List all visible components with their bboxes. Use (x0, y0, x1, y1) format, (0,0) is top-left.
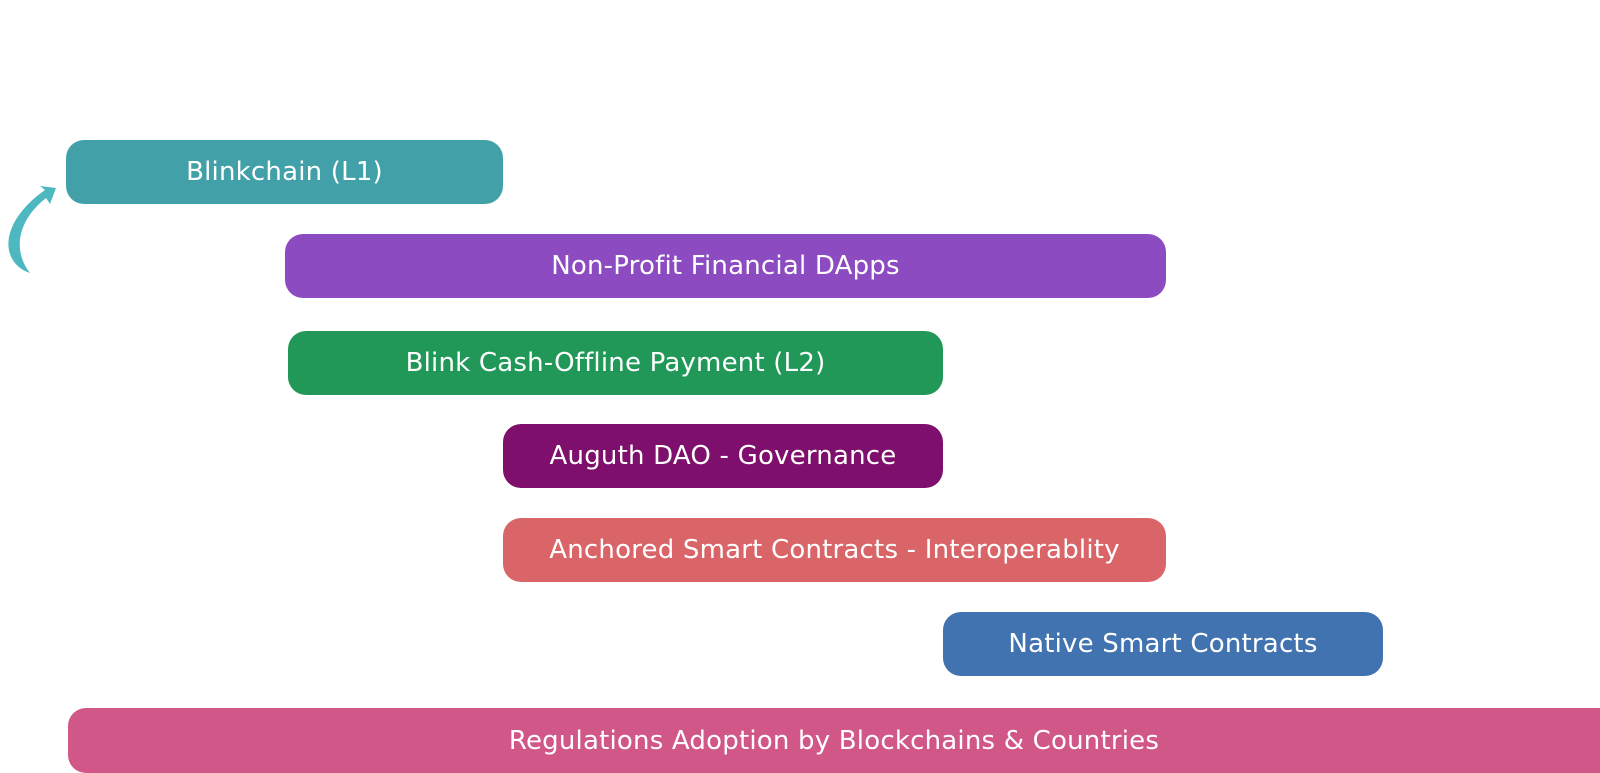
bar-non-profit-financial-dapps: Non-Profit Financial DApps (285, 234, 1166, 298)
bar-native-smart-contracts: Native Smart Contracts (943, 612, 1383, 676)
bar-regulations-adoption: Regulations Adoption by Blockchains & Co… (68, 708, 1600, 773)
bar-label: Anchored Smart Contracts - Interoperabli… (549, 535, 1120, 565)
bar-label: Auguth DAO - Governance (549, 441, 897, 471)
bar-auguth-dao-governance: Auguth DAO - Governance (503, 424, 943, 488)
bar-blink-cash-offline-payment: Blink Cash-Offline Payment (L2) (288, 331, 943, 395)
curved-arrow-icon (8, 186, 56, 273)
bar-label: Blinkchain (L1) (186, 157, 383, 187)
bar-label: Regulations Adoption by Blockchains & Co… (508, 725, 1160, 756)
bar-blinkchain-l1: Blinkchain (L1) (66, 140, 503, 204)
bar-label: Blink Cash-Offline Payment (L2) (405, 348, 826, 378)
bar-anchored-smart-contracts: Anchored Smart Contracts - Interoperabli… (503, 518, 1166, 582)
bar-label: Native Smart Contracts (1008, 629, 1318, 659)
bar-label: Non-Profit Financial DApps (551, 251, 900, 281)
